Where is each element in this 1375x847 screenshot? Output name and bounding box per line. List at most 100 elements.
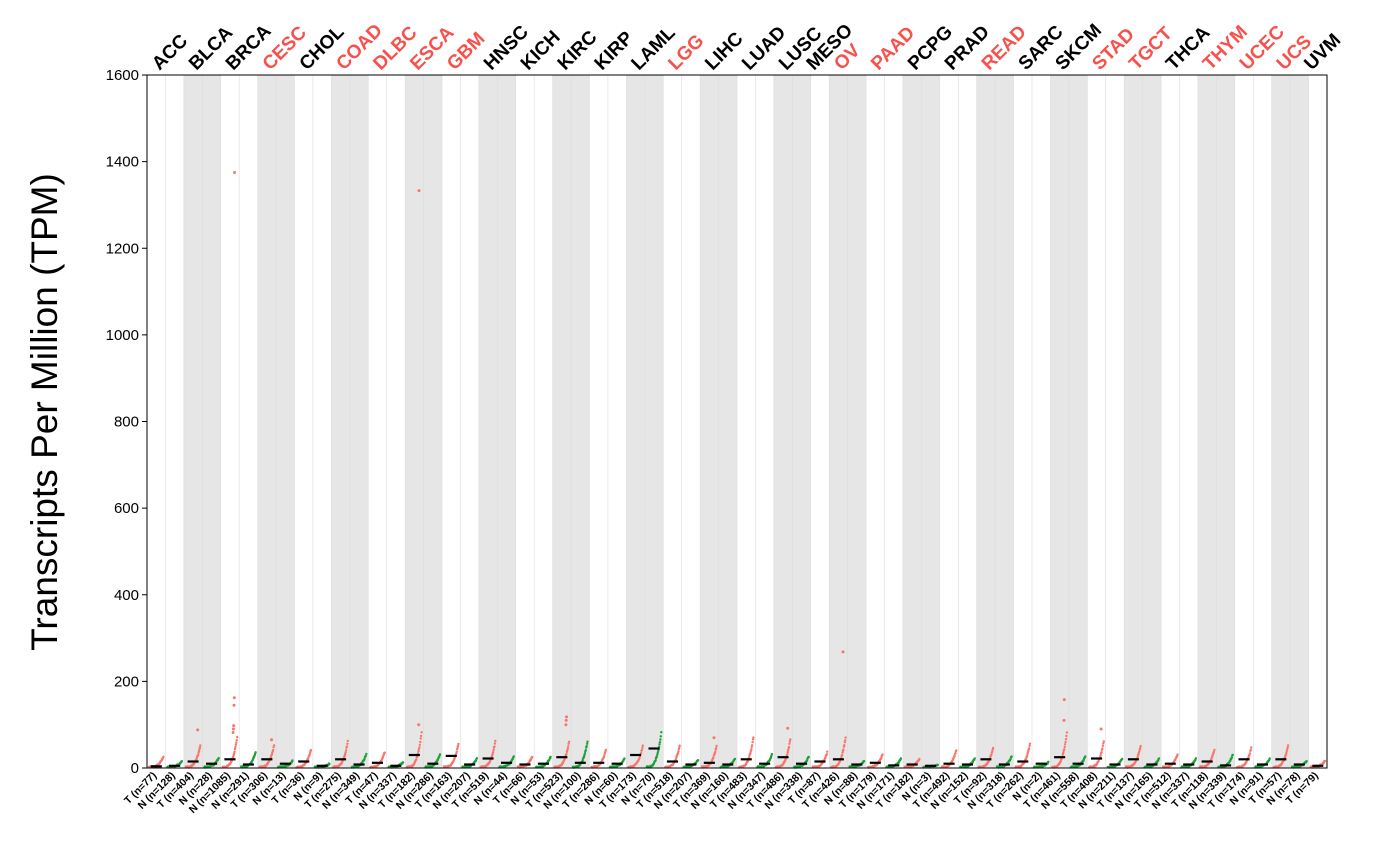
data-point <box>843 741 846 744</box>
data-point <box>1084 755 1087 758</box>
ytick-label: 1400 <box>106 154 139 171</box>
data-point <box>1028 742 1032 745</box>
data-point <box>825 753 828 756</box>
data-point <box>807 755 810 759</box>
data-point <box>565 752 568 756</box>
data-point <box>752 736 755 739</box>
y-axis-label: Transcripts Per Million (TPM) <box>24 173 65 651</box>
data-point <box>805 759 809 762</box>
data-point <box>678 746 681 749</box>
data-point <box>640 748 644 752</box>
data-point <box>512 755 515 758</box>
data-point <box>952 757 955 760</box>
data-point <box>658 743 661 746</box>
data-point <box>826 750 829 753</box>
outlier-point <box>1099 727 1103 731</box>
data-point <box>844 736 847 739</box>
data-point <box>658 741 662 744</box>
outlier-point <box>712 736 716 740</box>
ytick-label: 1000 <box>106 327 139 344</box>
ytick-label: 800 <box>114 414 139 431</box>
data-point <box>419 740 422 744</box>
data-point <box>1194 757 1198 760</box>
data-point <box>1065 731 1069 734</box>
data-point <box>1064 737 1068 741</box>
data-point <box>567 745 570 748</box>
data-point <box>345 745 349 748</box>
cancer-type-labels: ACCBLCABRCACESCCHOLCOADDLBCESCAGBMHNSCKI… <box>148 20 1345 74</box>
data-point <box>269 756 273 759</box>
data-point <box>1139 744 1142 748</box>
data-point <box>1248 752 1252 755</box>
data-point <box>1047 760 1050 763</box>
data-point <box>840 754 844 757</box>
data-point <box>751 738 755 741</box>
data-point <box>584 749 587 752</box>
outlier-point <box>196 728 200 732</box>
data-point <box>217 757 220 760</box>
data-point <box>363 757 366 761</box>
data-point <box>603 755 606 758</box>
data-point <box>566 749 569 752</box>
data-point <box>715 744 718 748</box>
data-point <box>1064 740 1067 744</box>
data-point <box>328 762 331 766</box>
data-point <box>566 747 569 750</box>
data-point <box>787 745 791 749</box>
data-point <box>991 746 995 750</box>
outlier-point <box>270 738 273 742</box>
data-point <box>786 751 789 754</box>
data-point <box>1305 759 1308 763</box>
data-point <box>492 748 495 752</box>
data-point <box>1102 742 1105 745</box>
data-point <box>272 748 275 752</box>
outlier-point <box>417 189 421 193</box>
data-point <box>1231 753 1235 757</box>
data-point <box>991 750 994 753</box>
median-markers <box>150 747 1324 768</box>
data-point <box>457 742 460 746</box>
data-point <box>491 751 495 754</box>
data-point <box>656 753 659 756</box>
outlier-point <box>233 171 237 174</box>
outlier-point <box>231 727 235 731</box>
data-point <box>1285 749 1289 753</box>
data-point <box>585 742 589 745</box>
data-point <box>234 745 237 749</box>
outlier-point <box>841 650 845 654</box>
data-point <box>881 753 884 756</box>
data-point <box>954 752 957 755</box>
data-point <box>585 745 588 748</box>
data-point <box>415 758 418 761</box>
data-point <box>770 752 774 756</box>
data-point <box>1010 755 1013 758</box>
data-point <box>401 761 405 764</box>
outlier-point <box>417 723 421 727</box>
data-point <box>712 756 715 759</box>
data-point <box>418 743 421 746</box>
ytick-label: 400 <box>114 587 139 604</box>
outlier-point <box>564 723 568 727</box>
data-point <box>494 739 497 743</box>
data-point <box>1157 757 1161 760</box>
data-point <box>346 742 349 745</box>
data-point <box>416 755 419 758</box>
data-point <box>696 759 700 762</box>
data-point <box>842 748 845 751</box>
data-point <box>1286 746 1289 749</box>
data-point <box>639 752 643 755</box>
data-point <box>604 748 608 752</box>
data-point <box>493 742 497 745</box>
data-point <box>309 748 313 752</box>
data-point <box>1121 757 1124 761</box>
data-point <box>1323 759 1327 763</box>
ytick-label: 1200 <box>106 240 139 257</box>
ytick-label: 200 <box>114 673 139 690</box>
data-point <box>456 744 460 748</box>
outlier-point <box>231 731 235 734</box>
data-point <box>420 731 423 734</box>
data-point <box>1249 748 1253 751</box>
cancer-label-lihc: LIHC <box>701 28 747 74</box>
outlier-point <box>564 718 568 722</box>
data-point <box>162 755 165 758</box>
